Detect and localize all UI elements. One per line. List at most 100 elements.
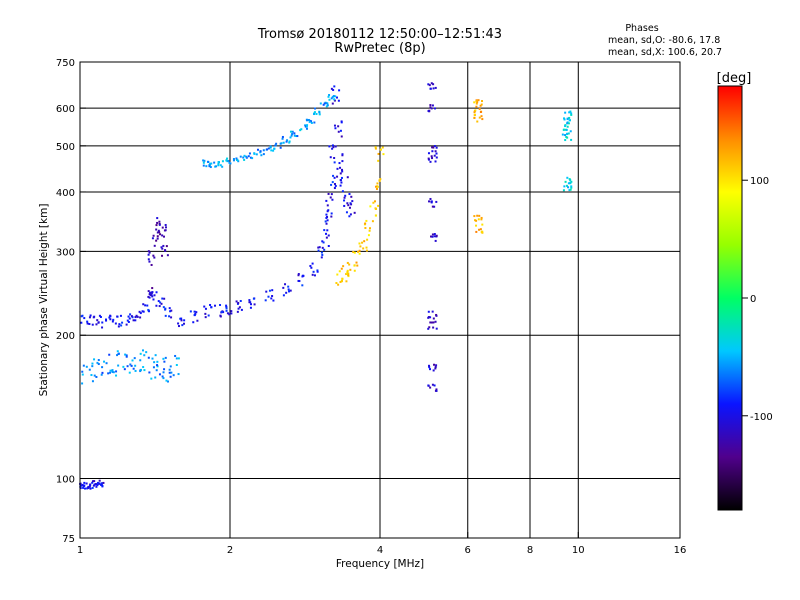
data-point — [479, 228, 482, 231]
data-point — [180, 317, 183, 320]
data-point — [265, 148, 268, 151]
data-point — [570, 112, 573, 115]
data-point — [147, 290, 150, 293]
data-point — [111, 369, 114, 372]
data-point — [155, 224, 158, 227]
data-point — [327, 245, 330, 248]
data-point — [325, 199, 328, 202]
data-point — [339, 166, 342, 169]
data-point — [289, 289, 292, 292]
data-point — [122, 365, 125, 368]
data-point — [94, 483, 97, 486]
data-point — [204, 316, 207, 319]
data-point — [131, 359, 134, 362]
data-point — [434, 239, 437, 242]
data-point — [118, 323, 121, 326]
data-point — [375, 187, 378, 190]
data-point — [323, 229, 326, 232]
data-point — [565, 184, 568, 187]
data-point — [353, 269, 356, 272]
data-point — [321, 253, 324, 256]
x-tick-label: 4 — [377, 545, 383, 556]
data-point — [285, 291, 288, 294]
data-point — [81, 314, 84, 317]
data-point — [127, 315, 130, 318]
data-point — [331, 181, 334, 184]
data-point — [313, 113, 316, 116]
data-point — [476, 214, 479, 217]
data-point — [330, 215, 333, 218]
data-point — [284, 283, 287, 286]
data-point — [93, 358, 96, 361]
data-point — [116, 354, 119, 357]
data-point — [81, 483, 84, 486]
phase-stats-x: mean, sd,X: 100.6, 20.7 — [608, 47, 722, 58]
data-point — [279, 142, 282, 145]
data-point — [225, 304, 228, 307]
data-point — [156, 360, 159, 363]
data-point — [204, 307, 207, 310]
data-point — [97, 363, 100, 366]
data-point — [325, 105, 328, 108]
data-point — [326, 219, 329, 222]
data-point — [91, 365, 94, 368]
data-point — [221, 160, 224, 163]
data-point — [161, 234, 164, 237]
data-point — [282, 286, 285, 289]
data-point — [372, 201, 375, 204]
data-point — [169, 310, 172, 313]
data-point — [125, 355, 128, 358]
data-point — [156, 231, 159, 234]
data-point — [219, 315, 222, 318]
data-point — [225, 306, 228, 309]
data-point — [434, 160, 437, 163]
data-point — [432, 326, 435, 329]
data-point — [129, 313, 132, 316]
data-point — [313, 121, 316, 124]
data-point — [335, 282, 338, 285]
data-point — [81, 370, 84, 373]
data-point — [319, 102, 322, 105]
data-point — [341, 277, 344, 280]
data-point — [339, 172, 342, 175]
data-point — [156, 217, 159, 220]
data-point — [183, 319, 186, 322]
data-point — [91, 486, 94, 489]
x-tick-label: 2 — [227, 545, 233, 556]
data-point — [348, 215, 351, 218]
data-point — [305, 118, 308, 121]
data-point — [272, 299, 275, 302]
data-point — [473, 116, 476, 119]
data-point — [304, 125, 307, 128]
data-point — [430, 200, 433, 203]
data-point — [152, 366, 155, 369]
data-point — [346, 202, 349, 205]
data-point — [214, 304, 217, 307]
data-point — [332, 146, 335, 149]
data-point — [570, 185, 573, 188]
data-point — [99, 483, 102, 486]
data-point — [323, 102, 326, 105]
data-point — [89, 487, 92, 490]
data-point — [326, 229, 329, 232]
data-point — [361, 241, 364, 244]
data-point — [427, 316, 430, 319]
y-axis-label: Stationary phase Virtual Height [km] — [38, 204, 50, 397]
data-point — [564, 139, 567, 142]
data-point — [177, 322, 180, 325]
data-point — [480, 218, 483, 221]
data-point — [306, 124, 309, 127]
data-point — [164, 308, 167, 311]
data-point — [83, 481, 86, 484]
data-point — [139, 368, 142, 371]
data-point — [569, 188, 572, 191]
data-point — [322, 241, 325, 244]
data-point — [157, 300, 160, 303]
data-point — [251, 157, 254, 160]
y-tick-label: 300 — [56, 247, 75, 258]
data-point — [478, 214, 481, 217]
data-point — [115, 370, 118, 373]
data-point — [286, 139, 289, 142]
data-point — [332, 174, 335, 177]
data-point — [331, 198, 334, 201]
